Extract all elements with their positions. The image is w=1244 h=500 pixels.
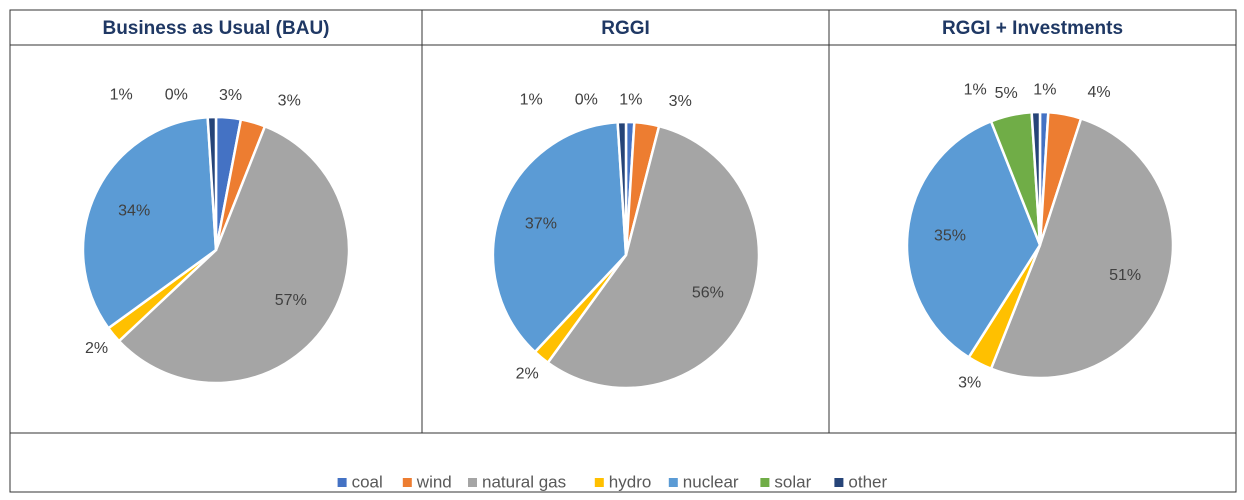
legend-swatch (337, 478, 347, 487)
chart-title: Business as Usual (BAU) (102, 18, 329, 39)
chart-title: RGGI (601, 18, 650, 39)
pie-slice (491, 120, 628, 354)
pie-slice (905, 119, 1042, 360)
pie-slice (1030, 110, 1042, 246)
legend-swatch (594, 478, 604, 487)
data-label: 1% (619, 91, 642, 108)
legend-label: other (848, 472, 887, 491)
data-label: 5% (995, 85, 1018, 102)
legend-label: hydro (609, 472, 652, 491)
legend-label: solar (774, 472, 811, 491)
data-label: 1% (964, 81, 987, 98)
chart-title: RGGI + Investments (942, 18, 1123, 39)
pie-slice (117, 124, 351, 385)
data-label: 2% (516, 366, 539, 383)
pie-slice (81, 115, 218, 330)
data-label: 0% (165, 87, 188, 104)
data-label: 37% (525, 216, 557, 233)
legend-swatch (468, 478, 477, 487)
legend-swatch (402, 478, 412, 487)
pie-slice (546, 124, 761, 390)
data-label: 35% (934, 228, 966, 245)
data-label: 3% (958, 374, 981, 391)
data-label: 57% (275, 292, 307, 309)
data-label: 3% (278, 92, 301, 109)
legend-label: coal (352, 472, 383, 491)
data-label: 1% (1033, 81, 1056, 98)
legend-swatch (668, 478, 678, 487)
data-label: 56% (692, 285, 724, 302)
data-label: 1% (520, 91, 543, 108)
legend-label: natural gas (482, 472, 566, 491)
pie-slice (616, 120, 628, 256)
data-label: 3% (669, 93, 692, 110)
pie-slice (206, 115, 218, 251)
legend-label: nuclear (683, 472, 739, 491)
data-label: 34% (118, 203, 150, 220)
data-label: 1% (110, 86, 133, 103)
data-label: 0% (575, 92, 598, 109)
legend-swatch (760, 478, 770, 487)
data-label: 4% (1087, 84, 1110, 101)
legend-label: wind (416, 472, 452, 491)
data-label: 2% (85, 340, 108, 357)
frame (9, 9, 1237, 493)
legend-swatch (834, 478, 844, 487)
pie-slice (989, 116, 1175, 380)
data-label: 51% (1109, 267, 1141, 284)
data-label: 3% (219, 87, 242, 104)
